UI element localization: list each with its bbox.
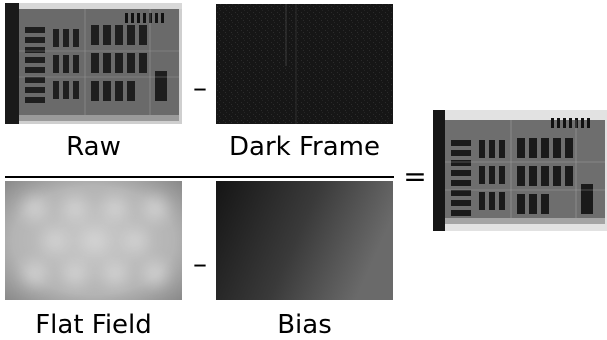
flat-field-image xyxy=(5,181,182,300)
raw-label: Raw xyxy=(66,132,121,162)
flat-field-label: Flat Field xyxy=(35,310,152,340)
dark-frame-image xyxy=(216,4,393,124)
dark-frame-label: Dark Frame xyxy=(229,132,380,162)
result-image xyxy=(433,110,607,231)
minus-operator-numerator: – xyxy=(193,71,207,104)
bias-label: Bias xyxy=(277,310,332,340)
equals-sign: = xyxy=(403,160,427,193)
raw-image xyxy=(5,3,182,124)
bias-image xyxy=(216,181,393,300)
fraction-line xyxy=(5,176,394,178)
minus-operator-denominator: – xyxy=(193,247,207,280)
